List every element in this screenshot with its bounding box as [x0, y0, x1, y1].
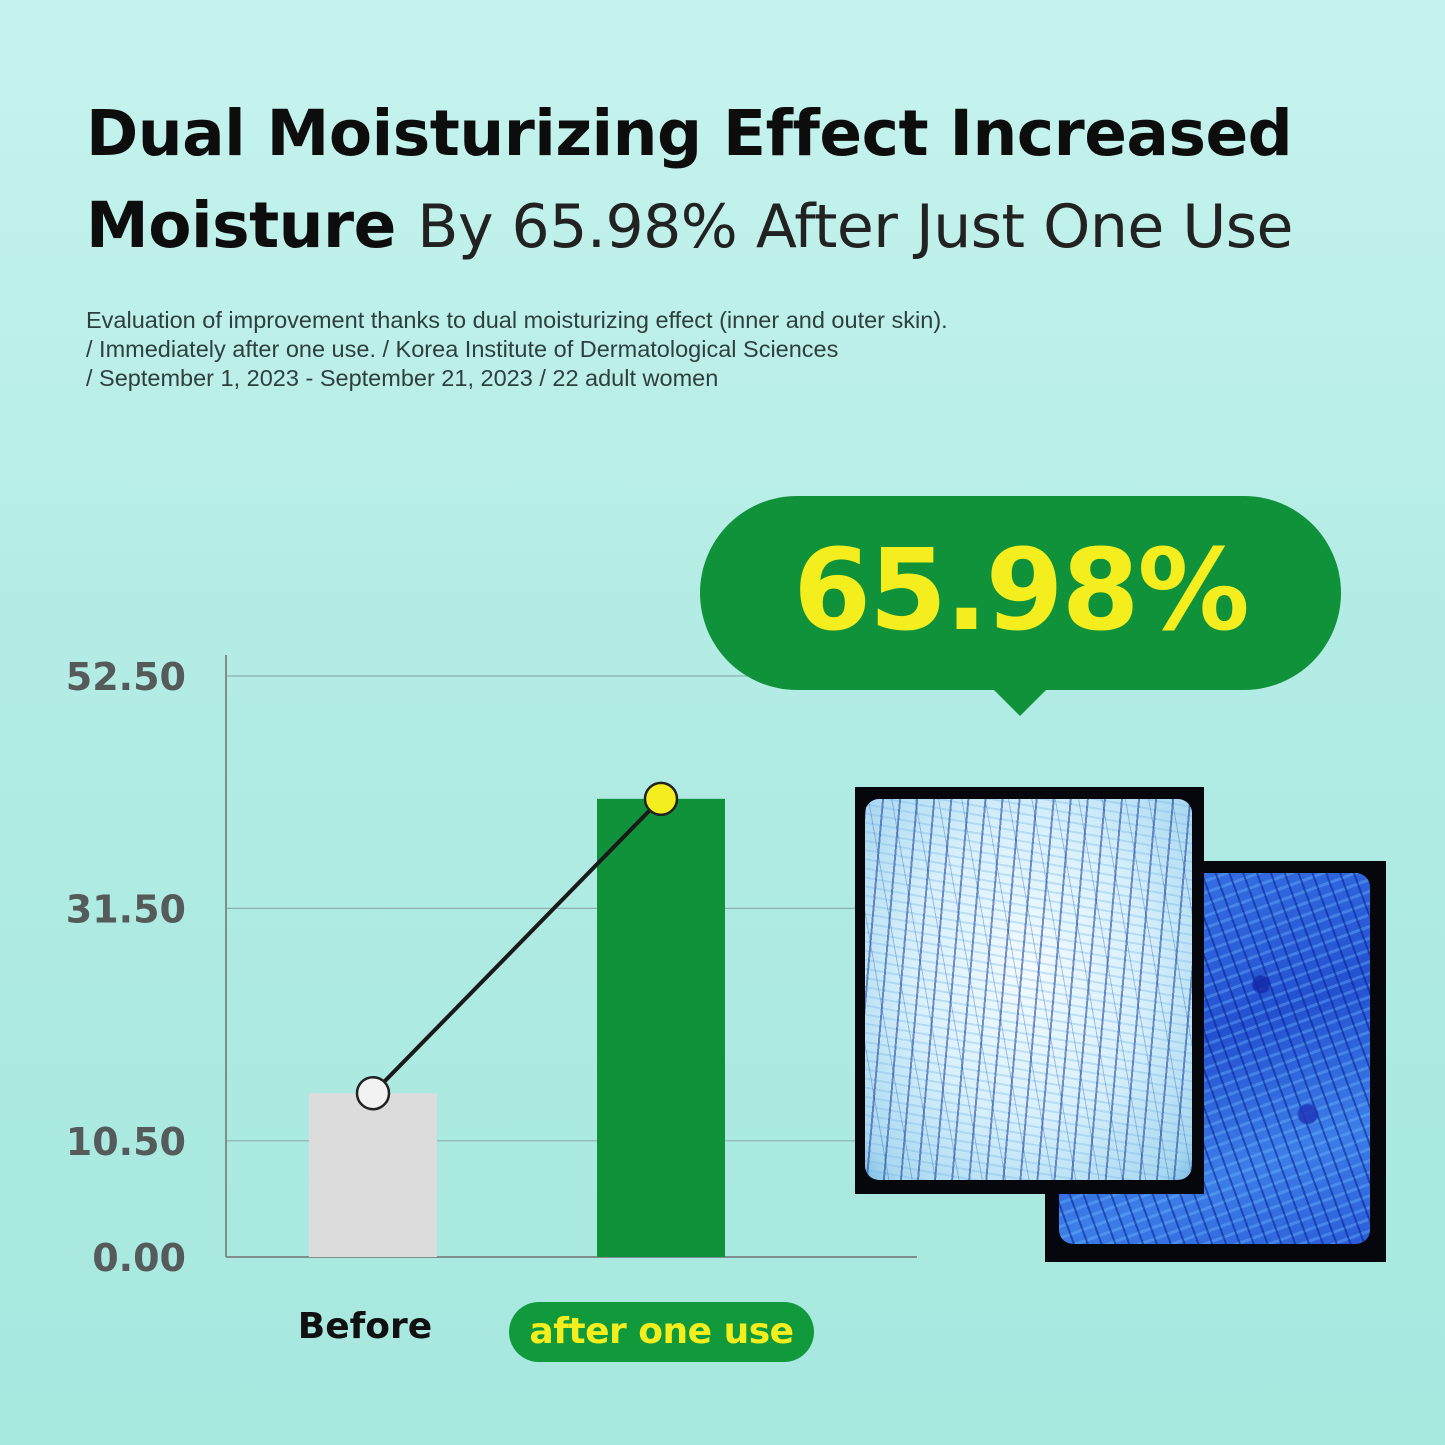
bar-before [309, 1093, 437, 1257]
trend-line [371, 797, 663, 1095]
category-label-before: Before [297, 1306, 433, 1347]
category-label-after: after one use [509, 1302, 814, 1362]
headline: Dual Moisturizing Effect Increased Moist… [86, 88, 1406, 273]
study-note-line-3: / September 1, 2023 - September 21, 2023… [86, 365, 719, 391]
point-after [643, 781, 679, 817]
study-note-line-2: / Immediately after one use. / Korea Ins… [86, 336, 839, 362]
percentage-callout: 65.98% [700, 496, 1341, 716]
study-note: Evaluation of improvement thanks to dual… [86, 306, 1186, 393]
y-tick-label: 52.50 [66, 655, 186, 699]
y-tick-label: 31.50 [66, 887, 186, 931]
y-tick-label: 0.00 [92, 1236, 186, 1280]
headline-light: By 65.98% After Just One Use [417, 192, 1293, 262]
point-before [355, 1075, 391, 1111]
headline-bold: Dual Moisturizing Effect Increased Moist… [86, 97, 1293, 262]
study-note-line-1: Evaluation of improvement thanks to dual… [86, 307, 948, 333]
bar-after [597, 798, 725, 1257]
skin-scan-light-image [855, 787, 1204, 1194]
y-tick-label: 10.50 [66, 1120, 186, 1164]
callout-value: 65.98% [793, 526, 1249, 656]
